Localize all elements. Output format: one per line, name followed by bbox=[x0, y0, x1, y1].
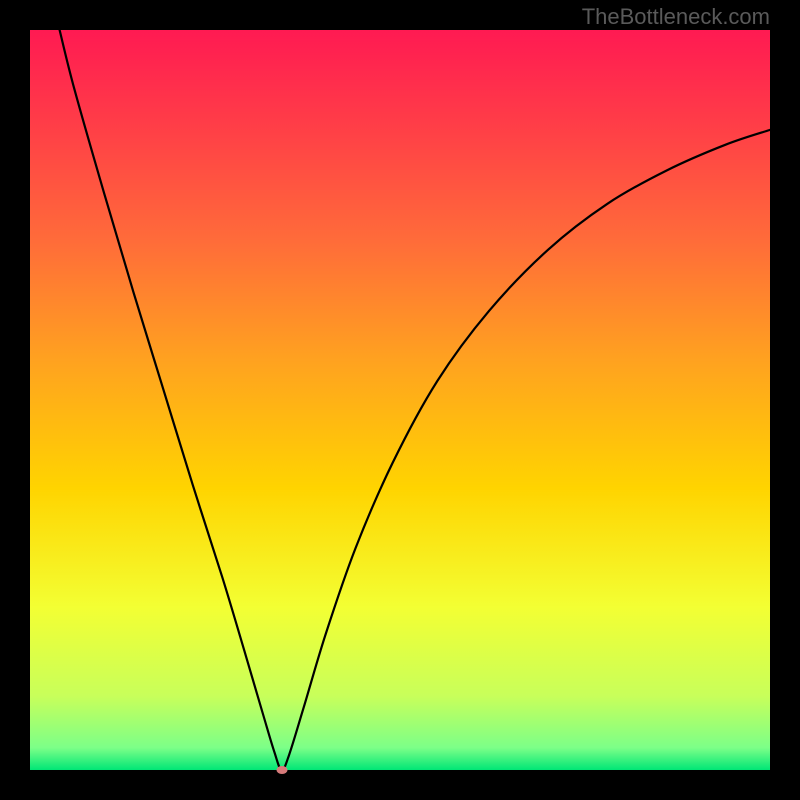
chart-canvas: TheBottleneck.com bbox=[0, 0, 800, 800]
bottleneck-curve bbox=[30, 30, 770, 770]
watermark-text: TheBottleneck.com bbox=[582, 4, 770, 30]
plot-area bbox=[30, 30, 770, 770]
minimum-marker bbox=[276, 766, 287, 774]
